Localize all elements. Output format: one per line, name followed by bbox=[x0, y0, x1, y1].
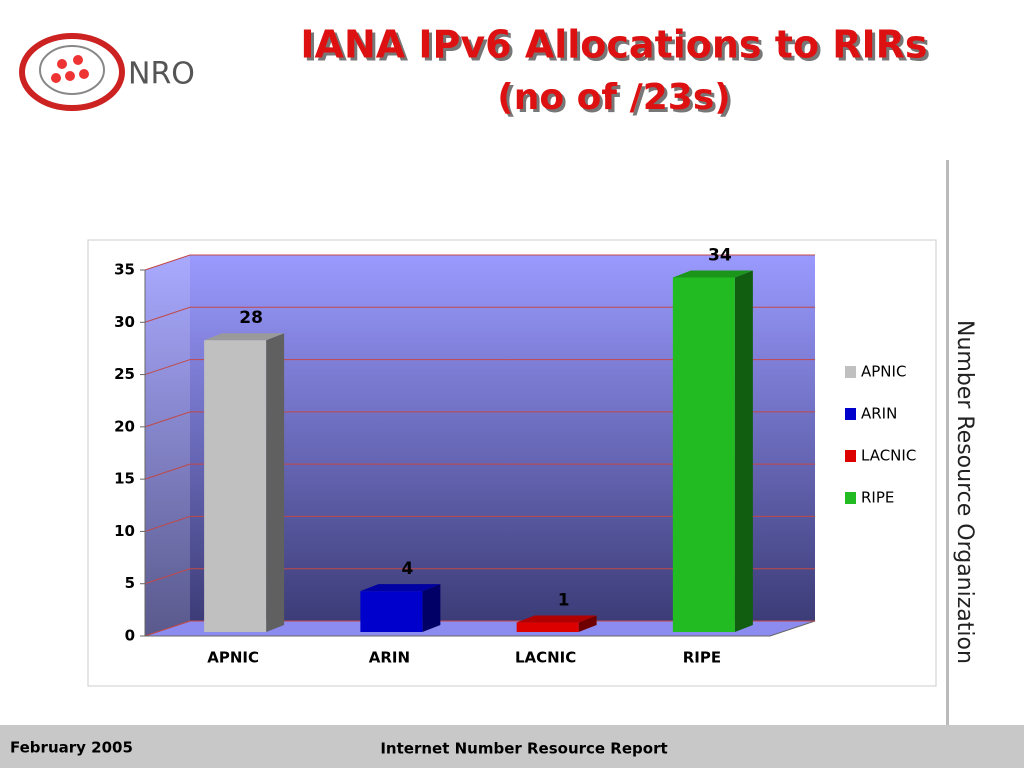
grid-line bbox=[144, 620, 815, 637]
value-label: 34 bbox=[708, 245, 732, 265]
footer-date: February 2005 bbox=[10, 739, 133, 757]
legend-swatch bbox=[845, 366, 856, 378]
y-tick-label: 5 bbox=[125, 574, 135, 592]
subtitle-shadow: (no of /23s) bbox=[500, 80, 733, 121]
x-tick-label: LACNIC bbox=[515, 649, 576, 667]
bar-face bbox=[266, 333, 285, 632]
bar bbox=[672, 270, 753, 632]
legend-label: APNIC bbox=[861, 363, 906, 381]
grid-line bbox=[144, 411, 815, 428]
legend-swatch bbox=[845, 408, 856, 420]
legend-label: RIPE bbox=[861, 489, 894, 507]
bar-face bbox=[360, 591, 423, 632]
bar-face bbox=[204, 333, 285, 341]
bar bbox=[360, 584, 441, 632]
y-tick-label: 35 bbox=[114, 261, 135, 279]
chart: 0 5 10 15 20 25 30 35 APNIC 28 ARIN 4 LACNIC 1 RIPE 34 A… bbox=[114, 245, 916, 666]
x-tick-label: ARIN bbox=[369, 649, 410, 667]
bar-face bbox=[578, 615, 597, 632]
y-tick-label: 25 bbox=[114, 365, 135, 383]
chart-subtitle: (no of /23s) bbox=[497, 77, 730, 118]
legend-swatch bbox=[845, 450, 856, 462]
grid-line bbox=[144, 463, 815, 480]
x-tick-label: RIPE bbox=[683, 649, 721, 667]
grid-line bbox=[144, 306, 815, 323]
grid-line bbox=[144, 254, 815, 271]
footer-report: Internet Number Resource Report bbox=[380, 740, 667, 758]
side-wall bbox=[145, 255, 190, 636]
legend-swatch bbox=[845, 492, 856, 504]
bar-face bbox=[516, 622, 579, 632]
footer-band bbox=[0, 725, 1024, 768]
logo: NRO bbox=[19, 33, 195, 111]
grid-line bbox=[144, 568, 815, 585]
grid-line bbox=[144, 359, 815, 376]
bar-face bbox=[734, 270, 753, 632]
back-wall bbox=[190, 255, 815, 621]
bar-face bbox=[516, 615, 597, 623]
y-tick-label: 0 bbox=[125, 627, 135, 645]
bar bbox=[204, 333, 285, 632]
y-tick-label: 20 bbox=[114, 417, 135, 435]
value-label: 4 bbox=[401, 559, 413, 579]
logo-text: NRO bbox=[128, 57, 195, 92]
bar-face bbox=[672, 277, 735, 632]
side-text: Number Resource Organization bbox=[952, 320, 977, 664]
x-tick-label: APNIC bbox=[207, 649, 259, 667]
chart-title: IANA IPv6 Allocations to RIRs bbox=[300, 23, 927, 67]
y-tick-label: 15 bbox=[114, 470, 135, 488]
bar bbox=[516, 615, 597, 632]
bar-face bbox=[360, 584, 441, 592]
legend-label: ARIN bbox=[861, 405, 897, 423]
title-shadow: IANA IPv6 Allocations to RIRs bbox=[303, 26, 930, 70]
bar-face bbox=[204, 340, 267, 632]
legend-label: LACNIC bbox=[861, 447, 916, 465]
y-tick-label: 10 bbox=[114, 522, 135, 540]
y-tick-label: 30 bbox=[114, 313, 135, 331]
value-label: 1 bbox=[558, 591, 570, 611]
side-rule bbox=[946, 160, 949, 725]
bar-face bbox=[672, 270, 753, 278]
bar-face bbox=[422, 584, 441, 632]
value-label: 28 bbox=[239, 308, 263, 328]
grid-line bbox=[144, 515, 815, 532]
